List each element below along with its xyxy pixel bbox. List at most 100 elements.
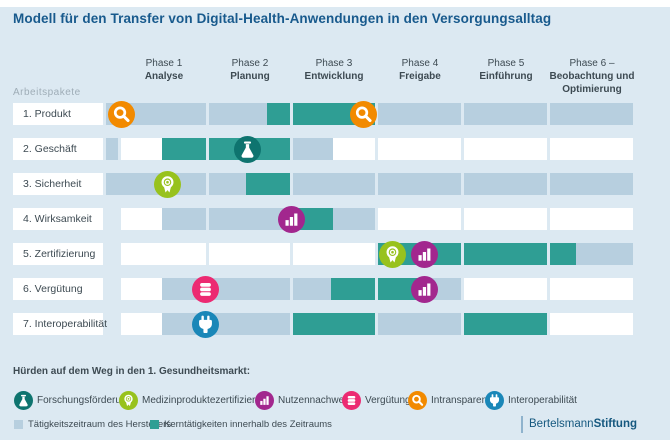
timeframe-bar-segment — [209, 208, 290, 230]
legend-item-interoperabilitaet: Interoperabilität — [485, 391, 577, 410]
legend-label: Medizinproduktezertifizierung — [142, 395, 273, 406]
timeframe-bar-segment — [209, 313, 290, 335]
phase-name: Entwicklung — [304, 71, 364, 82]
no-activity-segment — [550, 138, 633, 160]
no-activity-segment — [209, 243, 290, 265]
forschungsfoerderung-icon — [233, 135, 261, 163]
timeframe-bar-segment — [550, 103, 633, 125]
no-activity-segment — [550, 278, 633, 300]
timeframe-bar-segment — [550, 173, 633, 195]
phase-header-6: Phase 6 – Beobachtung und Optimierung — [532, 57, 652, 96]
top-white-strip — [0, 0, 670, 7]
legend-label: Interoperabilität — [508, 395, 577, 406]
timeframe-bar-segment — [333, 208, 375, 230]
legend-item-nutzennachweis: Nutzennachweis — [255, 391, 351, 410]
nutzennachweis-icon — [277, 205, 305, 233]
logo-divider-bar — [521, 415, 523, 433]
no-activity-segment — [464, 208, 547, 230]
timeframe-bar-segment — [209, 103, 267, 125]
intransparenz-icon — [349, 100, 377, 128]
no-activity-segment — [464, 138, 547, 160]
phase-name: Beobachtung und Optimierung — [549, 71, 635, 95]
forschungsfoerderung-marker — [233, 135, 261, 163]
medizinproduktezertifizierung-icon — [153, 170, 181, 198]
medizinproduktezertifizierung-icon — [119, 391, 138, 410]
workpackages-label: Arbeitspakete — [13, 87, 81, 98]
nutzennachweis-marker — [410, 240, 438, 268]
page-title: Modell für den Transfer von Digital-Heal… — [13, 11, 552, 26]
forschungsfoerderung-icon — [14, 391, 33, 410]
no-activity-segment — [550, 313, 633, 335]
legend-item-verguetung: Vergütung — [342, 391, 411, 410]
interoperabilitaet-marker — [191, 310, 219, 338]
workpackage-label: 6. Vergütung — [13, 278, 103, 300]
gantt-row: 7. Interoperabilität — [0, 310, 670, 338]
workpackage-label: 1. Produkt — [13, 103, 103, 125]
nutzennachweis-marker — [410, 275, 438, 303]
timeframe-bar-segment — [378, 313, 461, 335]
verguetung-icon — [191, 275, 219, 303]
phase-id: Phase 5 — [487, 58, 525, 69]
phase-name: Einführung — [479, 71, 533, 82]
bar-legend-item-timeframe: Tätigkeitszeitraum des Herstellers — [14, 418, 172, 430]
phase-id: Phase 6 – — [569, 58, 615, 69]
bar-legend-label: Kerntätigkeiten innerhalb des Zeitraums — [164, 418, 332, 430]
gantt-row: 2. Geschäft — [0, 135, 670, 163]
phase-header-1: Phase 1 Analyse — [104, 57, 224, 83]
phase-name: Analyse — [144, 71, 184, 82]
bar-legend-item-core: Kerntätigkeiten innerhalb des Zeitraums — [150, 418, 332, 430]
timeframe-bar-segment — [378, 173, 461, 195]
timeframe-bar-segment — [293, 278, 331, 300]
intransparenz-icon — [408, 391, 427, 410]
medizinproduktezertifizierung-icon — [378, 240, 406, 268]
interoperabilitaet-icon — [485, 391, 504, 410]
no-activity-segment — [121, 208, 162, 230]
verguetung-marker — [191, 275, 219, 303]
no-activity-segment — [550, 208, 633, 230]
core-bar-segment — [331, 278, 375, 300]
no-activity-segment — [293, 243, 375, 265]
interoperabilitaet-icon — [191, 310, 219, 338]
legend-item-forschungsfoerderung: Forschungsförderung — [14, 391, 132, 410]
logo-text-regular: Bertelsmann — [529, 418, 594, 430]
timeframe-bar-segment — [209, 278, 290, 300]
medizinproduktezertifizierung-marker — [153, 170, 181, 198]
phase-header-3: Phase 3 Entwicklung — [274, 57, 394, 83]
core-bar-segment — [378, 278, 419, 300]
workpackage-label: 5. Zertifizierung — [13, 243, 103, 265]
logo-text-bold: Stiftung — [593, 418, 637, 430]
gantt-row: 4. Wirksamkeit — [0, 205, 670, 233]
bertelsmann-stiftung-logo: Bertelsmann Stiftung — [521, 415, 637, 433]
timeframe-bar-segment — [576, 243, 633, 265]
timeframe-bar-segment — [162, 208, 206, 230]
phase-id: Phase 4 — [401, 58, 439, 69]
phase-id: Phase 3 — [315, 58, 353, 69]
medizinproduktezertifizierung-marker — [378, 240, 406, 268]
hurdles-legend-heading: Hürden auf dem Weg in den 1. Gesundheits… — [13, 366, 251, 377]
timeframe-bar-segment — [293, 138, 333, 160]
core-bar-segment — [464, 313, 547, 335]
bar-legend-label: Tätigkeitszeitraum des Herstellers — [28, 418, 172, 430]
gantt-row: 6. Vergütung — [0, 275, 670, 303]
verguetung-icon — [342, 391, 361, 410]
no-activity-segment — [121, 138, 162, 160]
nutzennachweis-marker — [277, 205, 305, 233]
nutzennachweis-icon — [410, 275, 438, 303]
core-bar-segment — [464, 243, 547, 265]
intransparenz-marker — [349, 100, 377, 128]
phase-header-2: Phase 2 Planung — [190, 57, 310, 83]
workpackage-label: 2. Geschäft — [13, 138, 103, 160]
legend-item-medizinproduktezertifizierung: Medizinproduktezertifizierung — [119, 391, 272, 410]
gantt-row: 5. Zertifizierung — [0, 240, 670, 268]
core-swatch — [150, 419, 159, 429]
legend-label: Intransparenz — [431, 395, 493, 406]
timeframe-swatch — [14, 419, 23, 429]
no-activity-segment — [121, 243, 206, 265]
legend-item-intransparenz: Intransparenz — [408, 391, 492, 410]
timeframe-bar-segment — [464, 103, 547, 125]
gantt-row: 3. Sicherheit — [0, 170, 670, 198]
workpackage-label: 3. Sicherheit — [13, 173, 103, 195]
legend-label: Forschungsförderung — [37, 395, 133, 406]
core-bar-segment — [550, 243, 576, 265]
